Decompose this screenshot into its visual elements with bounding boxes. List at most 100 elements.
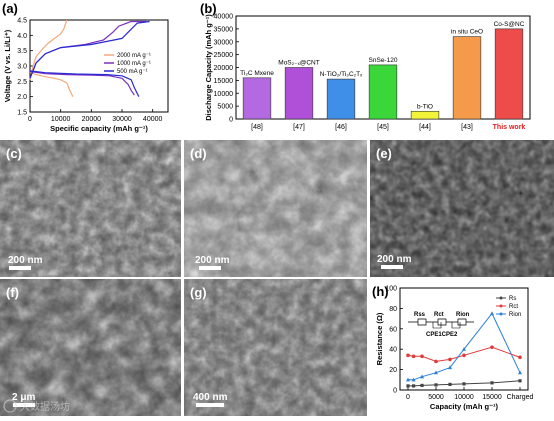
data-point: [434, 370, 438, 375]
data-point: [462, 353, 466, 358]
data-point: [462, 347, 466, 351]
series-charge-line: [29, 19, 68, 80]
circuit-label-rs: Rss: [414, 312, 426, 318]
data-point: [420, 354, 424, 359]
y-tick-label: 80: [389, 306, 397, 313]
category-label: [47]: [293, 124, 305, 131]
y-tick-label: 2.0: [17, 94, 27, 101]
panel-label-d: (d): [190, 146, 207, 161]
panel-h-background: [370, 279, 554, 416]
data-point: [420, 374, 424, 379]
bar: [284, 67, 314, 120]
circuit-label-rct: Rct: [434, 312, 444, 318]
legend-label: Rct: [509, 304, 518, 310]
y-tick-label: 0: [229, 117, 233, 124]
x-tick-label: 15000: [482, 394, 502, 401]
legend-marker: [499, 296, 503, 300]
bar-label: MoS₂₋ₓ@CNT: [278, 60, 319, 67]
x-tick-label: 30000: [112, 116, 132, 123]
chart-h: 0 20 40 60 80 100 0 5000 10000 15000 Charged Capaci…: [375, 286, 534, 412]
x-tick-label: Charged: [507, 394, 534, 401]
scalebar-c: [9, 266, 31, 270]
bar: [242, 77, 272, 120]
data-point: [406, 384, 410, 388]
panel-label-g: (g): [190, 285, 207, 300]
y-tick-label: 1.5: [17, 110, 27, 117]
x-tick-label: 20000: [82, 116, 102, 123]
x-tick-label: 5000: [428, 394, 444, 401]
y-tick-label: 2.5: [17, 79, 27, 86]
data-point: [448, 365, 452, 370]
series-line: [408, 312, 521, 381]
bar-label: N-TiO₂/Ti₃C₂Tₓ: [320, 71, 363, 78]
y-tick-label: 40: [389, 347, 397, 354]
bar: [494, 28, 524, 120]
scalebar-f: [13, 403, 35, 407]
data-point: [420, 383, 424, 388]
data-point: [434, 383, 438, 387]
panel-label-a: (a): [2, 1, 18, 16]
legend-label: 2000 mA g⁻¹: [117, 53, 151, 59]
circuit-label-cpe: CPE1CPE2: [426, 332, 458, 338]
x-tick-label: 10000: [454, 394, 474, 401]
legend-marker: [499, 312, 503, 316]
y-tick-label: 20000: [214, 65, 234, 72]
bar-label: in situ CeO: [451, 29, 483, 36]
panel-label-f: (f): [6, 285, 19, 300]
scalebar-label-g: 400 nm: [193, 392, 228, 403]
data-point: [434, 359, 438, 364]
y-tick-label: 35000: [214, 26, 234, 33]
scalebar-label-c: 200 nm: [8, 255, 43, 266]
y-axis-title: Voltage (V vs. Li/Li⁺): [3, 29, 12, 102]
data-point: [406, 377, 410, 382]
bar: [326, 78, 356, 120]
chart-a: 1.5 2.0 2.5 3.0 3.5 4.0 4.5 0 10000 20000 30000 400…: [3, 18, 169, 133]
category-label: [43]: [461, 124, 473, 131]
y-tick-label: 5000: [217, 104, 233, 111]
y-tick-label: 40000: [214, 14, 234, 21]
category-label: This work: [493, 124, 526, 131]
y-tick-label: 60: [389, 326, 397, 333]
category-label: [48]: [251, 124, 263, 131]
category-label: [45]: [377, 124, 389, 131]
data-point: [490, 345, 494, 349]
bar-label: Co-S@NC: [494, 21, 525, 28]
series-charge-line: [29, 20, 150, 79]
panel-label-h: (h): [372, 284, 389, 299]
legend-marker: [499, 304, 503, 308]
y-tick-label: 20: [389, 367, 397, 374]
sem-image-g: [184, 279, 367, 416]
bar-label: Ti₂C Mxene: [240, 70, 274, 77]
data-point: [518, 370, 522, 375]
data-point: [448, 382, 452, 386]
sem-image-c: [0, 140, 181, 277]
legend-label: 500 mA g⁻¹: [117, 69, 148, 75]
circuit-cpe-branches: [432, 322, 461, 329]
panel-label-b: (b): [200, 1, 217, 16]
y-tick-label: 15000: [214, 78, 234, 85]
data-point: [412, 384, 416, 388]
data-point: [490, 381, 494, 385]
x-tick-label: 40000: [143, 116, 163, 123]
watermark-text: 大数据汤坊: [20, 400, 70, 413]
x-tick-label: 10000: [51, 116, 71, 123]
data-point: [518, 379, 522, 383]
y-tick-label: 0: [393, 388, 397, 395]
bar: [452, 36, 482, 120]
category-label: [44]: [419, 124, 431, 131]
series-discharge-line: [29, 70, 135, 96]
series-discharge-line: [29, 71, 74, 97]
y-tick-label: 3.0: [17, 64, 27, 71]
panel-label-c: (c): [6, 146, 22, 161]
sem-image-f: [0, 279, 181, 416]
bar-label: b-TiO: [417, 103, 433, 110]
data-point: [490, 311, 494, 316]
scalebar-g: [196, 403, 224, 407]
y-tick-label: 25000: [214, 52, 234, 59]
x-axis-title: Specific capacity (mAh g⁻¹): [50, 124, 148, 133]
watermark: 大数据汤坊: [3, 399, 70, 413]
scalebar-e: [381, 265, 403, 269]
panel-label-e: (e): [376, 146, 392, 161]
bar: [368, 64, 398, 120]
